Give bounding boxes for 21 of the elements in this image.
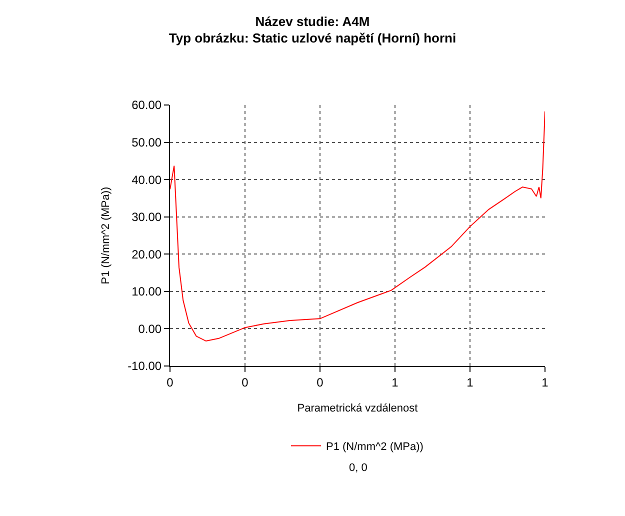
x-tick-label: 0 <box>166 375 174 390</box>
y-tick-label: 40.00 <box>132 172 162 187</box>
x-axis-title: Parametrická vzdálenost <box>297 402 418 415</box>
x-tick-label: 0 <box>316 375 324 390</box>
y-tick-label: 30.00 <box>132 210 162 224</box>
x-tick-label: 0 <box>242 375 249 390</box>
y-tick-label: 20.00 <box>132 247 162 262</box>
chart-title: Název studie: A4M <box>255 14 370 29</box>
y-tick-label: 60.00 <box>132 98 162 112</box>
y-tick-label: 10.00 <box>132 284 162 299</box>
y-tick-label: 0.00 <box>138 322 162 336</box>
y-axis-title: P1 (N/mm^2 (MPa)) <box>100 186 112 284</box>
y-tick-label: 50.00 <box>132 135 162 150</box>
legend-label: P1 (N/mm^2 (MPa)) <box>326 441 424 454</box>
y-tick-label: -10.00 <box>128 359 162 374</box>
x-tick-label: 1 <box>466 375 474 390</box>
x-tick-label: 1 <box>392 375 399 390</box>
chart-subtitle: Typ obrázku: Static uzlové napětí (Horní) horni <box>168 30 456 46</box>
text: 0, 0 <box>349 462 368 474</box>
line-series <box>170 110 545 342</box>
x-tick-label: 1 <box>542 375 549 390</box>
